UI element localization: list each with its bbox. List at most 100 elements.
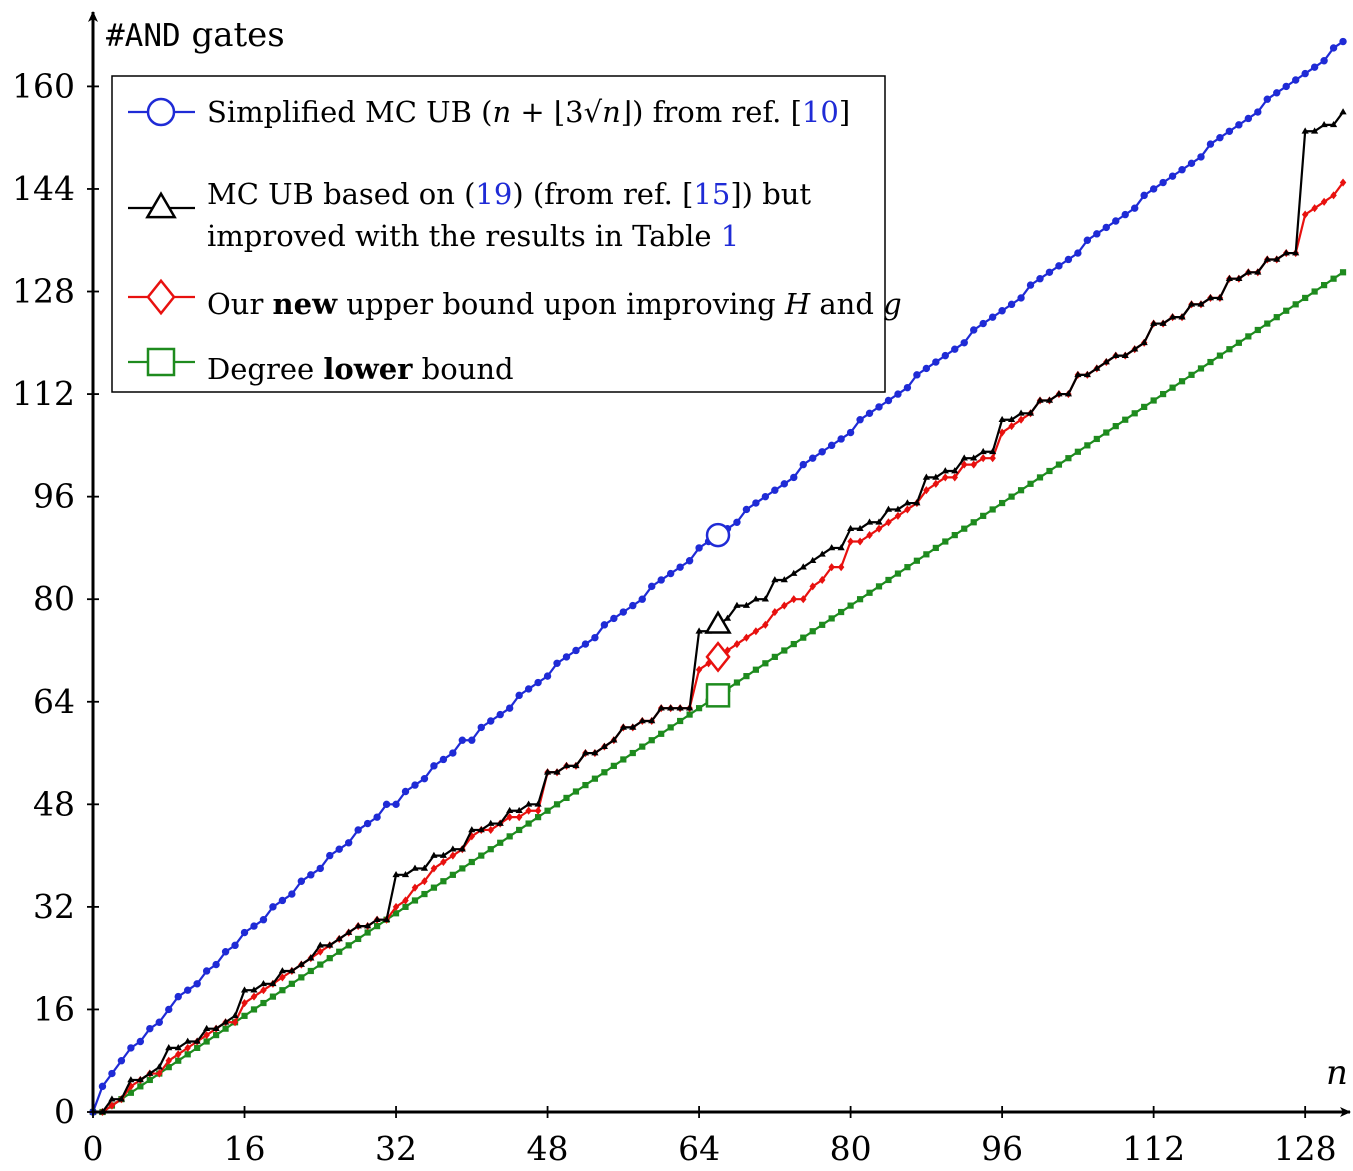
data-point-blue (412, 782, 418, 788)
data-point-blue (828, 442, 834, 448)
data-point-green (687, 712, 692, 717)
data-point-green (933, 545, 938, 550)
data-point-blue (270, 904, 276, 910)
data-point-green (943, 539, 948, 544)
x-tick-label: 48 (527, 1129, 569, 1168)
data-point-blue (563, 654, 569, 660)
data-point-green (195, 1045, 200, 1050)
data-point-blue (1207, 141, 1213, 147)
data-point-green (753, 667, 758, 672)
data-point-blue (961, 340, 967, 346)
data-point-blue (696, 545, 702, 551)
data-point-green (393, 911, 398, 916)
data-point-blue (128, 1045, 134, 1051)
data-point-green (270, 994, 275, 999)
data-point-green (479, 853, 484, 858)
data-point-blue (791, 474, 797, 480)
data-point-green (166, 1065, 171, 1070)
data-point-black (1302, 128, 1307, 133)
data-point-green (886, 577, 891, 582)
data-point-black (1265, 257, 1270, 262)
data-point-black (1056, 391, 1061, 396)
data-point-black (829, 545, 834, 550)
data-point-blue (857, 417, 863, 423)
data-point-green (403, 904, 408, 909)
data-point-green (308, 968, 313, 973)
data-point-black (128, 1077, 133, 1082)
data-point-green (1227, 347, 1232, 352)
legend-label-blue: Simplified MC UB (n + ⌊3√n⌋) from ref. [… (207, 95, 850, 129)
data-point-green (422, 891, 427, 896)
x-axis-title: n (1326, 1053, 1348, 1093)
data-point-green (696, 706, 701, 711)
data-point-black (696, 628, 701, 633)
data-point-green (1018, 488, 1023, 493)
data-point-black (990, 449, 995, 454)
data-point-black (734, 603, 739, 608)
legend-symbol-green (148, 349, 174, 375)
data-point-blue (639, 596, 645, 602)
data-point-blue (1103, 224, 1109, 230)
data-point-blue (1141, 192, 1147, 198)
data-point-black (1321, 122, 1326, 127)
data-point-blue (99, 1083, 105, 1089)
legend-entry-blue: Simplified MC UB (n + ⌊3√n⌋) from ref. [… (128, 95, 850, 129)
data-point-blue (1008, 301, 1014, 307)
data-point-green (839, 609, 844, 614)
data-point-green (545, 808, 550, 813)
data-point-green (573, 789, 578, 794)
data-point-blue (1226, 128, 1232, 134)
data-point-blue (847, 429, 853, 435)
data-point-blue (772, 487, 778, 493)
data-point-green (327, 956, 332, 961)
data-point-green (223, 1026, 228, 1031)
data-point-green (375, 924, 380, 929)
data-point-green (128, 1090, 133, 1095)
data-point-blue (582, 641, 588, 647)
data-point-green (1189, 372, 1194, 377)
data-point-green (365, 930, 370, 935)
highlight-markers (706, 524, 729, 706)
data-point-blue (194, 981, 200, 987)
data-point-green (772, 654, 777, 659)
data-point-blue (459, 737, 465, 743)
data-point-blue (1264, 96, 1270, 102)
data-point-black (393, 872, 398, 877)
y-tick-label: 112 (12, 374, 75, 413)
data-point-green (895, 571, 900, 576)
data-point-green (441, 879, 446, 884)
data-point-blue (1340, 38, 1346, 44)
data-point-blue (469, 737, 475, 743)
data-point-black (564, 763, 569, 768)
data-point-green (583, 782, 588, 787)
data-point-blue (308, 872, 314, 878)
data-point-blue (203, 968, 209, 974)
data-point-blue (374, 814, 380, 820)
data-point-blue (109, 1070, 115, 1076)
data-point-green (1217, 353, 1222, 358)
data-point-green (1255, 327, 1260, 332)
data-point-green (592, 776, 597, 781)
x-tick-label: 0 (83, 1129, 104, 1168)
highlight-marker-black (706, 613, 729, 633)
data-point-green (1075, 449, 1080, 454)
data-point-black (658, 705, 663, 710)
data-point-green (554, 802, 559, 807)
data-point-black (280, 968, 285, 973)
x-tick-label: 32 (375, 1129, 417, 1168)
data-point-green (659, 731, 664, 736)
x-tick-label: 112 (1122, 1129, 1185, 1168)
data-point-blue (279, 897, 285, 903)
data-point-green (602, 770, 607, 775)
data-point-black (1208, 295, 1213, 300)
data-point-blue (620, 609, 626, 615)
data-point-black (668, 705, 673, 710)
data-point-blue (185, 987, 191, 993)
data-point-green (535, 815, 540, 820)
y-axis-title: #AND gates (106, 15, 285, 55)
data-point-green (147, 1077, 152, 1082)
data-point-blue (241, 929, 247, 935)
data-point-blue (1113, 218, 1119, 224)
data-point-black (1113, 353, 1118, 358)
data-point-blue (1065, 256, 1071, 262)
